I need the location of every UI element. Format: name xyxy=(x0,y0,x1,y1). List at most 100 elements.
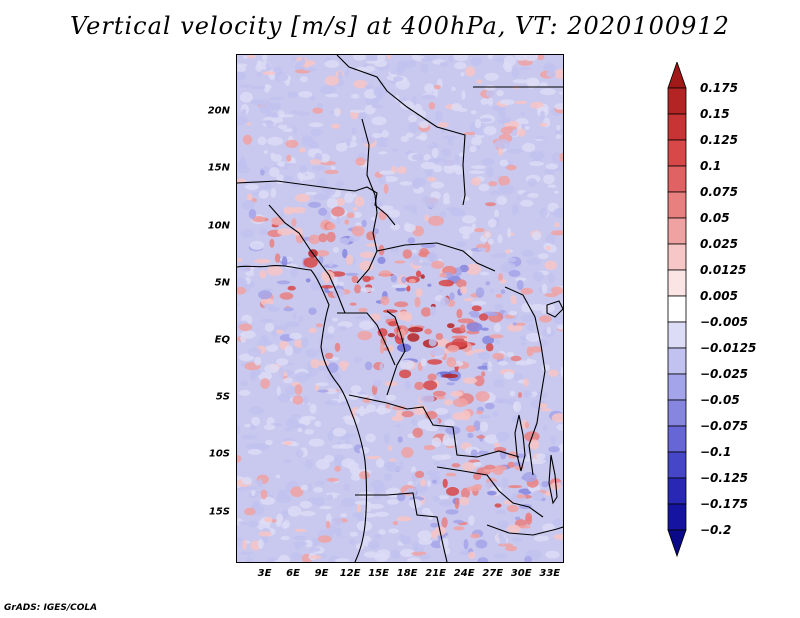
field-cell xyxy=(277,228,294,236)
field-cell xyxy=(479,118,493,123)
field-cell xyxy=(309,159,322,165)
field-cell xyxy=(531,231,542,241)
field-cell xyxy=(386,55,392,60)
field-cell xyxy=(359,320,375,330)
field-cell xyxy=(542,425,548,432)
field-cell xyxy=(299,164,307,174)
field-cell xyxy=(547,64,554,73)
field-cell xyxy=(419,394,435,403)
field-cell xyxy=(317,360,330,367)
field-cell xyxy=(390,223,401,231)
field-cell xyxy=(480,271,490,276)
field-cell xyxy=(290,56,297,61)
field-cell xyxy=(262,55,268,62)
field-cell xyxy=(254,258,271,264)
field-cell xyxy=(467,432,474,438)
field-cell xyxy=(268,96,284,101)
lake-victoria xyxy=(546,300,563,318)
field-cell xyxy=(324,400,339,406)
field-cell xyxy=(465,425,476,433)
field-cell xyxy=(282,166,289,170)
field-cell xyxy=(453,526,465,531)
field-cell xyxy=(412,208,418,215)
field-cell xyxy=(285,417,300,429)
field-cell xyxy=(463,538,469,550)
field-cell xyxy=(335,142,348,152)
field-cell xyxy=(520,314,535,323)
colorbar-label: 0.075 xyxy=(700,185,738,199)
field-cell xyxy=(356,512,365,522)
field-cell xyxy=(386,499,399,505)
field-cell xyxy=(471,136,482,146)
field-cell xyxy=(548,446,560,453)
field-cell xyxy=(294,339,304,348)
field-cell xyxy=(345,254,354,266)
field-cell xyxy=(318,347,329,354)
field-cell xyxy=(522,142,536,152)
field-cell xyxy=(388,528,399,534)
colorbar-bin xyxy=(667,269,687,297)
field-cell xyxy=(470,57,483,66)
field-cell xyxy=(399,181,413,186)
field-cell xyxy=(299,173,304,182)
field-cell xyxy=(365,55,381,61)
field-cell xyxy=(445,509,459,515)
field-cell xyxy=(442,434,450,445)
field-cell xyxy=(524,555,532,562)
field-cell xyxy=(258,371,273,381)
field-cell xyxy=(525,77,539,86)
field-cell xyxy=(265,439,273,446)
field-cell xyxy=(349,109,365,113)
field-cell xyxy=(460,286,467,295)
field-cell xyxy=(305,191,318,196)
field-cell xyxy=(324,352,334,359)
field-cell xyxy=(260,378,270,389)
field-cell xyxy=(407,326,424,333)
field-cell xyxy=(446,357,457,368)
field-cell xyxy=(287,285,296,291)
field-cell xyxy=(400,549,416,557)
field-cell xyxy=(332,246,339,253)
field-cell xyxy=(322,334,335,340)
field-cell xyxy=(407,237,416,245)
field-cell xyxy=(402,249,412,259)
field-cell xyxy=(277,393,290,403)
field-cell xyxy=(237,286,247,295)
field-cell xyxy=(521,302,533,313)
colorbar-label: −0.05 xyxy=(700,393,740,407)
field-cell xyxy=(307,483,313,492)
field-cell xyxy=(377,404,386,416)
field-cell xyxy=(246,122,252,126)
field-cell xyxy=(492,352,505,360)
field-cell xyxy=(261,534,269,544)
field-cell xyxy=(379,270,392,277)
field-cell xyxy=(341,458,356,468)
field-cell xyxy=(491,253,508,258)
field-cell xyxy=(494,339,501,345)
field-cell xyxy=(512,79,528,84)
grads-credit: GrADS: IGES/COLA xyxy=(4,603,98,613)
field-cell xyxy=(470,533,481,539)
field-cell xyxy=(484,402,495,410)
field-cell xyxy=(331,123,340,129)
field-cell xyxy=(537,253,549,259)
field-cell xyxy=(423,380,438,391)
field-cell xyxy=(281,256,288,267)
field-cell xyxy=(505,545,518,552)
field-cell xyxy=(461,196,470,202)
field-cell xyxy=(553,534,563,540)
field-cell xyxy=(317,389,329,393)
field-cell xyxy=(438,279,454,287)
field-cell xyxy=(396,516,412,522)
field-cell xyxy=(519,525,531,529)
field-cell xyxy=(531,490,544,501)
colorbar-label: −0.175 xyxy=(700,497,749,511)
field-cell xyxy=(428,215,444,226)
field-cell xyxy=(514,322,526,326)
border-zambia xyxy=(436,466,544,518)
field-cell xyxy=(471,300,486,306)
field-cell xyxy=(325,93,339,98)
field-cell xyxy=(500,262,516,273)
field-cell xyxy=(424,83,435,93)
field-cell xyxy=(353,211,362,219)
